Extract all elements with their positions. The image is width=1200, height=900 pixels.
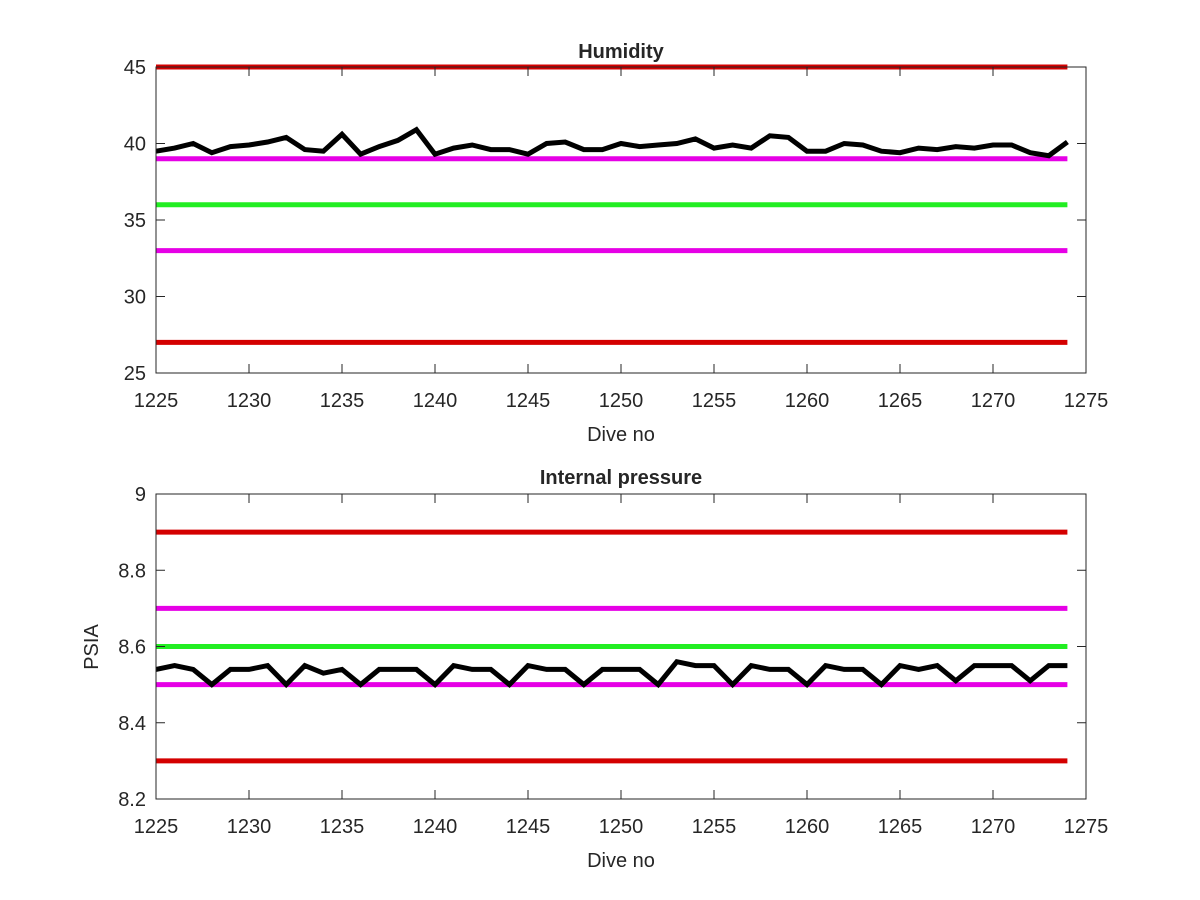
pressure-x-tick-label-3: 1240 [413,816,458,838]
humidity-x-tick-label-4: 1245 [506,390,551,412]
humidity-y-tick-label-3: 40 [124,134,146,156]
humidity-y-tick-labels: 25 30 35 40 45 [124,57,146,385]
pressure-x-tick-label-6: 1255 [692,816,737,838]
humidity-y-tick-label-0: 25 [124,363,146,385]
pressure-x-tick-label-8: 1265 [878,816,923,838]
pressure-x-tick-label-7: 1260 [785,816,830,838]
humidity-subplot: Humidity 1225 1230 1235 1240 1245 1250 1255 126… [124,41,1109,446]
pressure-reference-lines [156,529,1068,764]
pressure-x-tick-label-0: 1225 [134,816,179,838]
pressure-title: Internal pressure [540,467,702,489]
humidity-x-tick-label-1: 1230 [227,390,272,412]
pressure-x-tick-label-10: 1275 [1064,816,1109,838]
humidity-x-tick-label-8: 1265 [878,390,923,412]
pressure-x-tick-label-9: 1270 [971,816,1016,838]
humidity-series-group [155,126,1069,159]
humidity-series-line-0 [155,126,1069,159]
pressure-y-tick-label-0: 8.2 [118,789,146,811]
pressure-series-group [155,658,1068,689]
pressure-y-tick-label-2: 8.6 [118,637,146,659]
humidity-ticks [155,66,1087,374]
pressure-ticks [155,493,1087,800]
pressure-x-tick-labels: 1225 1230 1235 1240 1245 1250 1255 1260 1265 1270… [134,816,1109,838]
humidity-x-tick-label-0: 1225 [134,390,179,412]
pressure-x-tick-label-5: 1250 [599,816,644,838]
humidity-y-tick-label-1: 30 [124,287,146,309]
pressure-x-tick-label-4: 1245 [506,816,551,838]
humidity-x-axis-label: Dive no [587,424,655,446]
humidity-x-tick-label-6: 1255 [692,390,737,412]
humidity-x-tick-labels: 1225 1230 1235 1240 1245 1250 1255 1260 1265 1270… [134,390,1109,412]
pressure-y-tick-label-3: 8.8 [118,560,146,582]
humidity-x-tick-label-3: 1240 [413,390,458,412]
pressure-subplot: Internal pressure 1225 1230 1235 1240 1245 12… [81,467,1108,872]
humidity-x-tick-label-5: 1250 [599,390,644,412]
humidity-x-tick-label-9: 1270 [971,390,1016,412]
humidity-title: Humidity [578,41,664,63]
pressure-x-axis-label: Dive no [587,850,655,872]
pressure-y-axis-label: PSIA [81,624,103,670]
pressure-y-tick-label-4: 9 [135,484,146,506]
humidity-x-tick-label-7: 1260 [785,390,830,412]
humidity-x-tick-label-2: 1235 [320,390,365,412]
humidity-y-tick-label-4: 45 [124,57,146,79]
pressure-x-tick-label-1: 1230 [227,816,272,838]
humidity-x-tick-label-10: 1275 [1064,390,1109,412]
pressure-series-line-0 [155,658,1068,689]
pressure-x-tick-label-2: 1235 [320,816,365,838]
humidity-y-tick-label-2: 35 [124,210,146,232]
pressure-y-tick-labels: 8.2 8.4 8.6 8.8 9 [118,484,146,811]
pressure-y-tick-label-1: 8.4 [118,713,146,735]
